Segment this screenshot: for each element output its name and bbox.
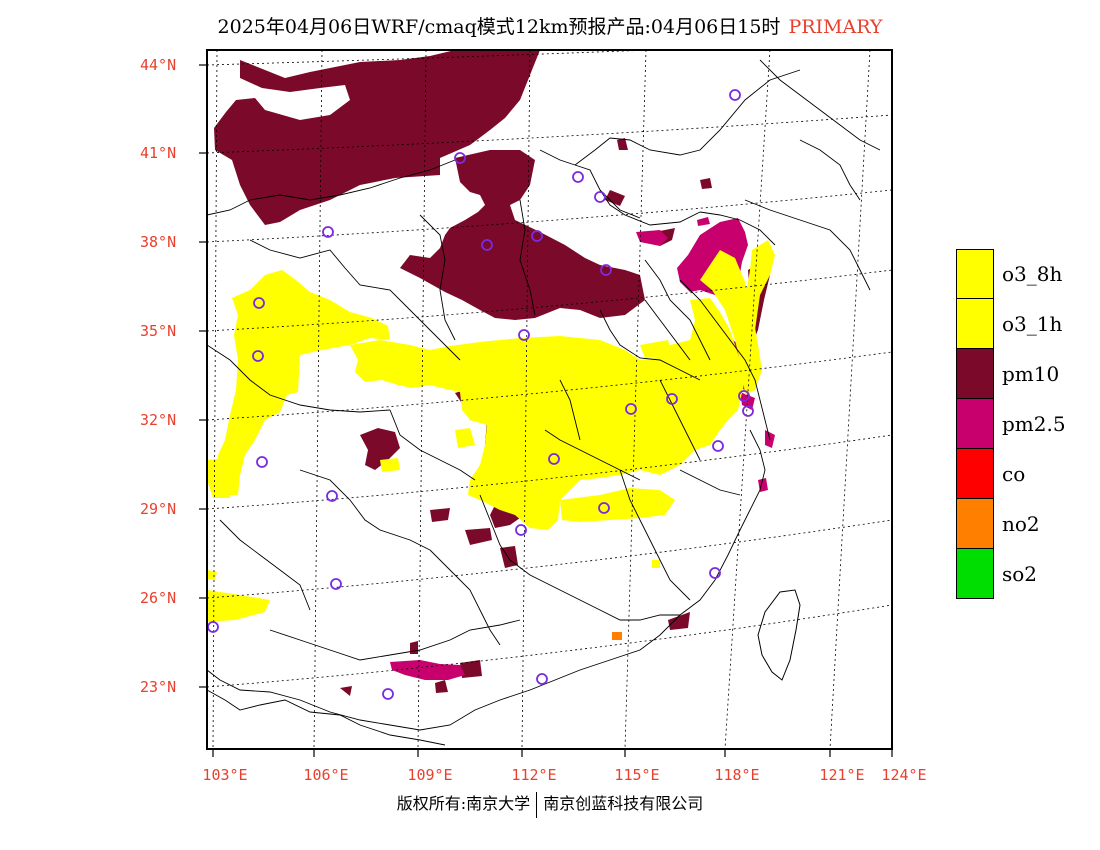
lon-label-115: 115°E [614, 766, 660, 784]
legend-swatch [956, 549, 994, 599]
city-marker [252, 350, 264, 362]
city-marker [729, 89, 741, 101]
lon-label-118: 118°E [714, 766, 760, 784]
lat-label-41: 41°N [140, 144, 177, 162]
city-marker [518, 329, 530, 341]
o3-region [207, 240, 775, 622]
lat-label-35: 35°N [140, 322, 177, 340]
province-boundaries [207, 59, 881, 746]
map-frame [206, 49, 893, 750]
legend-swatch [956, 449, 994, 499]
lon-label-112: 112°E [511, 766, 557, 784]
legend-swatch [956, 249, 994, 299]
city-marker [742, 405, 754, 417]
city-markers [207, 89, 754, 700]
axis-ticks [199, 64, 893, 757]
lat-label-44: 44°N [140, 56, 177, 74]
lon-label-103: 103°E [202, 766, 248, 784]
city-marker [382, 688, 394, 700]
city-marker [712, 440, 724, 452]
lat-label-29: 29°N [140, 500, 177, 518]
legend-label: no2 [1002, 512, 1040, 536]
city-marker [326, 490, 338, 502]
city-marker [625, 403, 637, 415]
legend-swatch [956, 299, 994, 349]
city-marker [454, 152, 466, 164]
legend-label: pm10 [1002, 362, 1060, 386]
map-title: 2025年04月06日WRF/cmaq模式12km预报产品:04月06日15时 P… [0, 12, 1100, 39]
city-marker [594, 191, 606, 203]
city-marker [536, 673, 548, 685]
legend-label: so2 [1002, 562, 1038, 586]
title-text: 2025年04月06日WRF/cmaq模式12km预报产品:04月06日15时 [217, 16, 781, 38]
lon-label-106: 106°E [303, 766, 349, 784]
city-marker [207, 621, 219, 633]
city-marker [253, 297, 265, 309]
legend-swatch [956, 399, 994, 449]
legend-swatch [956, 499, 994, 549]
city-marker [600, 264, 612, 276]
lon-label-124: 124°E [881, 766, 927, 784]
legend-label: pm2.5 [1002, 412, 1066, 436]
city-marker [666, 393, 678, 405]
taiwan-island [757, 589, 801, 681]
legend-label: o3_1h [1002, 312, 1063, 336]
legend-label: o3_8h [1002, 262, 1063, 286]
city-marker [515, 524, 527, 536]
legend-label: co [1002, 462, 1026, 486]
copyright-right: 南京创蓝科技有限公司 [543, 794, 704, 813]
city-marker [531, 230, 543, 242]
lat-label-26: 26°N [140, 589, 177, 607]
primary-tag: PRIMARY [788, 16, 883, 38]
lat-label-32: 32°N [140, 411, 177, 429]
city-marker [481, 239, 493, 251]
legend-swatch [956, 349, 994, 399]
lat-label-23: 23°N [140, 678, 177, 696]
city-marker [738, 390, 750, 402]
lon-label-109: 109°E [407, 766, 453, 784]
city-marker [330, 578, 342, 590]
footer-divider [536, 791, 538, 818]
copyright-footer: 版权所有:南京大学 南京创蓝科技有限公司 [0, 790, 1100, 818]
lat-label-38: 38°N [140, 233, 177, 251]
city-marker [572, 171, 584, 183]
no2-region [612, 632, 622, 640]
city-marker [598, 502, 610, 514]
copyright-left: 版权所有:南京大学 [396, 794, 531, 813]
lon-label-121: 121°E [819, 766, 865, 784]
city-marker [709, 567, 721, 579]
city-marker [322, 226, 334, 238]
city-marker [256, 456, 268, 468]
city-marker [548, 453, 560, 465]
